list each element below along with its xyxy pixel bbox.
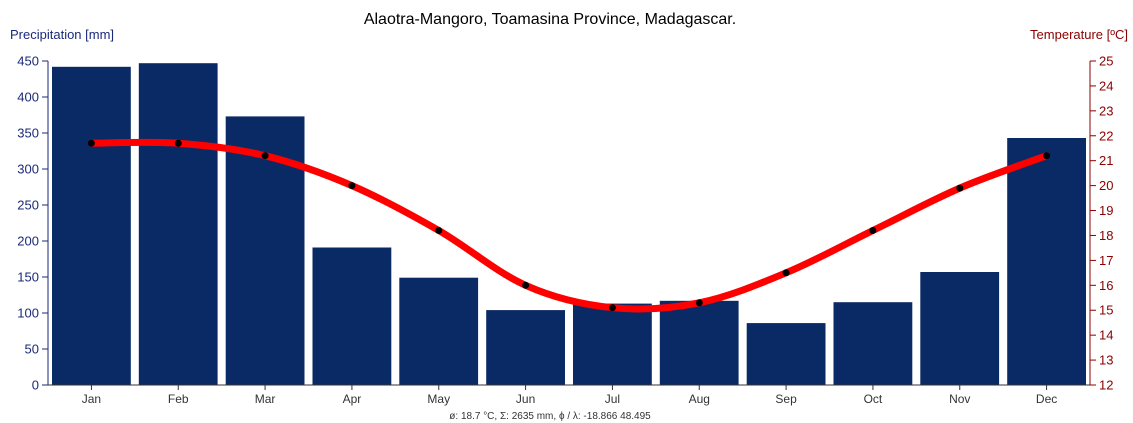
x-tick-label: Jun — [516, 392, 535, 406]
y-right-tick-label: 24 — [1099, 78, 1113, 93]
axes: 0 50 100 150 200 250 300 350 400 450 12 13 14 15 16 17 1… — [17, 54, 1113, 407]
y-left-tick-label: 450 — [17, 54, 39, 69]
bar-feb — [138, 63, 218, 385]
temperature-point-apr — [348, 182, 356, 190]
y-left-tick-label: 350 — [17, 126, 39, 141]
bar-sep — [746, 323, 826, 385]
temperature-point-dec — [1043, 152, 1051, 160]
temperature-point-jun — [522, 281, 530, 289]
temperature-point-mar — [261, 152, 269, 160]
y-left-tick-label: 50 — [25, 342, 39, 357]
y-right-tick-label: 13 — [1099, 353, 1113, 368]
y-right-tick-label: 20 — [1099, 178, 1113, 193]
x-tick-label: Jul — [605, 392, 620, 406]
temperature-point-feb — [174, 139, 182, 147]
x-tick-label: Oct — [864, 392, 883, 406]
x-tick-label: Jan — [82, 392, 101, 406]
precipitation-bars — [52, 63, 1086, 386]
chart-title: Alaotra-Mangoro, Toamasina Province, Mad… — [364, 11, 736, 28]
y-left-tick-label: 300 — [17, 162, 39, 177]
bar-jun — [486, 310, 565, 385]
bar-jul — [573, 303, 652, 385]
bar-nov — [920, 272, 1000, 385]
temperature-point-sep — [782, 269, 790, 277]
x-tick-label: May — [427, 392, 450, 406]
y-right-tick-label: 16 — [1099, 278, 1113, 293]
x-tick-label: Sep — [775, 392, 797, 406]
y-right-tick-label: 22 — [1099, 128, 1113, 143]
y-left-tick-label: 250 — [17, 198, 39, 213]
y-left-tick-label: 150 — [17, 270, 39, 285]
temperature-point-may — [435, 227, 443, 234]
bar-apr — [312, 247, 392, 385]
y-left-tick-label: 100 — [17, 306, 39, 321]
temperature-point-aug — [695, 299, 703, 307]
y-left-tick-label: 400 — [17, 90, 39, 105]
y-right-tick-label: 17 — [1099, 253, 1113, 268]
temperature-point-jul — [608, 304, 616, 312]
y-left-tick-label: 0 — [32, 378, 39, 393]
y-right-tick-label: 14 — [1099, 328, 1113, 343]
bar-oct — [833, 302, 913, 385]
y-right-tick-label: 15 — [1099, 303, 1113, 318]
temperature-point-jan — [87, 139, 95, 147]
chart-footer: ø: 18.7 °C, Σ: 2635 mm, ϕ / λ: -18.866 4… — [449, 411, 651, 422]
x-tick-label: Feb — [168, 392, 189, 406]
y-axis-left-title: Precipitation [mm] — [10, 27, 114, 42]
temperature-point-oct — [869, 227, 877, 234]
temperature-point-nov — [956, 184, 964, 192]
y-right-tick-label: 19 — [1099, 203, 1113, 218]
temperature-line — [87, 138, 1051, 313]
x-tick-label: Dec — [1036, 392, 1057, 406]
y-left-tick-label: 200 — [17, 234, 39, 249]
x-tick-label: Mar — [255, 392, 276, 406]
bar-dec — [1007, 138, 1086, 385]
y-right-tick-label: 21 — [1099, 153, 1113, 168]
temperature-curve — [87, 138, 1051, 313]
x-tick-label: Nov — [949, 392, 970, 406]
y-right-tick-label: 25 — [1099, 54, 1113, 69]
y-right-tick-label: 12 — [1099, 378, 1113, 393]
x-tick-label: Apr — [343, 392, 362, 406]
y-right-tick-label: 18 — [1099, 228, 1113, 243]
bar-may — [399, 277, 479, 385]
bar-aug — [659, 300, 739, 385]
x-tick-label: Aug — [689, 392, 710, 406]
y-axis-right-title: Temperature [ºC] — [1030, 27, 1128, 42]
y-right-tick-label: 23 — [1099, 103, 1113, 118]
bar-jan — [52, 66, 131, 386]
